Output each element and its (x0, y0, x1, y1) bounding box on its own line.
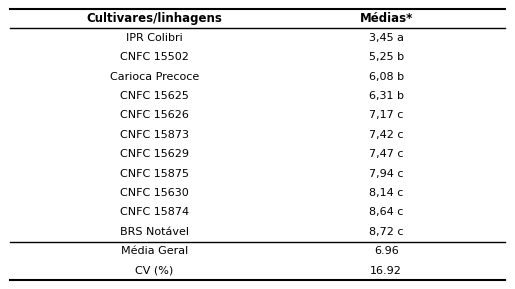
Text: 16.92: 16.92 (370, 266, 402, 276)
Text: 6,08 b: 6,08 b (369, 72, 404, 81)
Text: 5,25 b: 5,25 b (369, 52, 404, 62)
Text: 6.96: 6.96 (374, 246, 399, 256)
Text: 7,94 c: 7,94 c (369, 168, 403, 179)
Text: 8,64 c: 8,64 c (369, 208, 403, 217)
Text: CNFC 15630: CNFC 15630 (120, 188, 189, 198)
Text: CNFC 15629: CNFC 15629 (120, 149, 189, 159)
Text: CNFC 15874: CNFC 15874 (120, 208, 189, 217)
Text: BRS Notável: BRS Notável (120, 227, 189, 237)
Text: CNFC 15873: CNFC 15873 (120, 130, 189, 140)
Text: CNFC 15626: CNFC 15626 (120, 110, 189, 121)
Text: Médias*: Médias* (359, 12, 413, 25)
Text: Cultivares/linhagens: Cultivares/linhagens (87, 12, 222, 25)
Text: CNFC 15625: CNFC 15625 (120, 91, 189, 101)
Text: IPR Colibri: IPR Colibri (126, 33, 183, 43)
Text: 3,45 a: 3,45 a (369, 33, 404, 43)
Text: 7,42 c: 7,42 c (369, 130, 403, 140)
Text: CNFC 15502: CNFC 15502 (120, 52, 189, 62)
Text: 7,47 c: 7,47 c (369, 149, 403, 159)
Text: Carioca Precoce: Carioca Precoce (110, 72, 199, 81)
Text: CNFC 15875: CNFC 15875 (120, 168, 189, 179)
Text: 8,14 c: 8,14 c (369, 188, 403, 198)
Text: 8,72 c: 8,72 c (369, 227, 403, 237)
Text: CV (%): CV (%) (135, 266, 174, 276)
Text: 6,31 b: 6,31 b (369, 91, 404, 101)
Text: Média Geral: Média Geral (121, 246, 188, 256)
Text: 7,17 c: 7,17 c (369, 110, 403, 121)
